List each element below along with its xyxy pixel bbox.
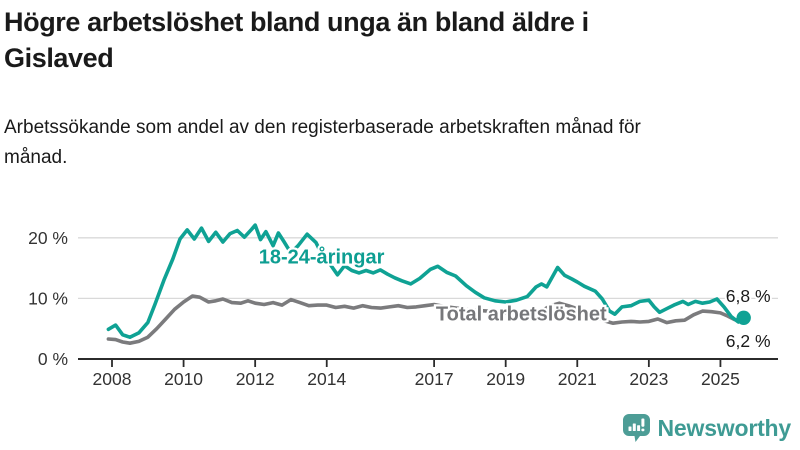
x-tick-label: 2023 [629, 369, 668, 389]
x-tick-label: 2008 [93, 369, 132, 389]
chart-subtitle: Arbetssökande som andel av den registerb… [4, 117, 641, 168]
x-tick-label: 2019 [486, 369, 525, 389]
x-tick-label: 2014 [307, 369, 346, 389]
y-tick-label: 20 % [28, 228, 68, 248]
y-tick-label: 0 % [38, 349, 68, 369]
series-line-total-arbetsl-shet [106, 294, 746, 346]
bar-chart-bubble-icon [622, 414, 650, 442]
end-value-label: 6,8 % [726, 286, 771, 306]
x-tick-label: 2012 [236, 369, 275, 389]
chart-title: Högre arbetslöshet bland unga än bland ä… [4, 7, 589, 73]
series-line-18-24-ringar [106, 223, 746, 340]
x-tick-label: 2017 [415, 369, 454, 389]
brand-name: Newsworthy [657, 414, 792, 441]
end-value-label: 6,2 % [726, 331, 771, 351]
y-tick-label: 10 % [28, 289, 68, 309]
series-label-total-arbetsl-shet: Total arbetslöshet [436, 304, 607, 326]
x-tick-label: 2021 [558, 369, 597, 389]
series-end-dot [736, 310, 751, 325]
series-label-18-24-ringar: 18-24-åringar [259, 245, 385, 268]
x-tick-label: 2010 [164, 369, 203, 389]
x-tick-label: 2025 [701, 369, 740, 389]
brand-footer: Newsworthy [622, 413, 791, 443]
